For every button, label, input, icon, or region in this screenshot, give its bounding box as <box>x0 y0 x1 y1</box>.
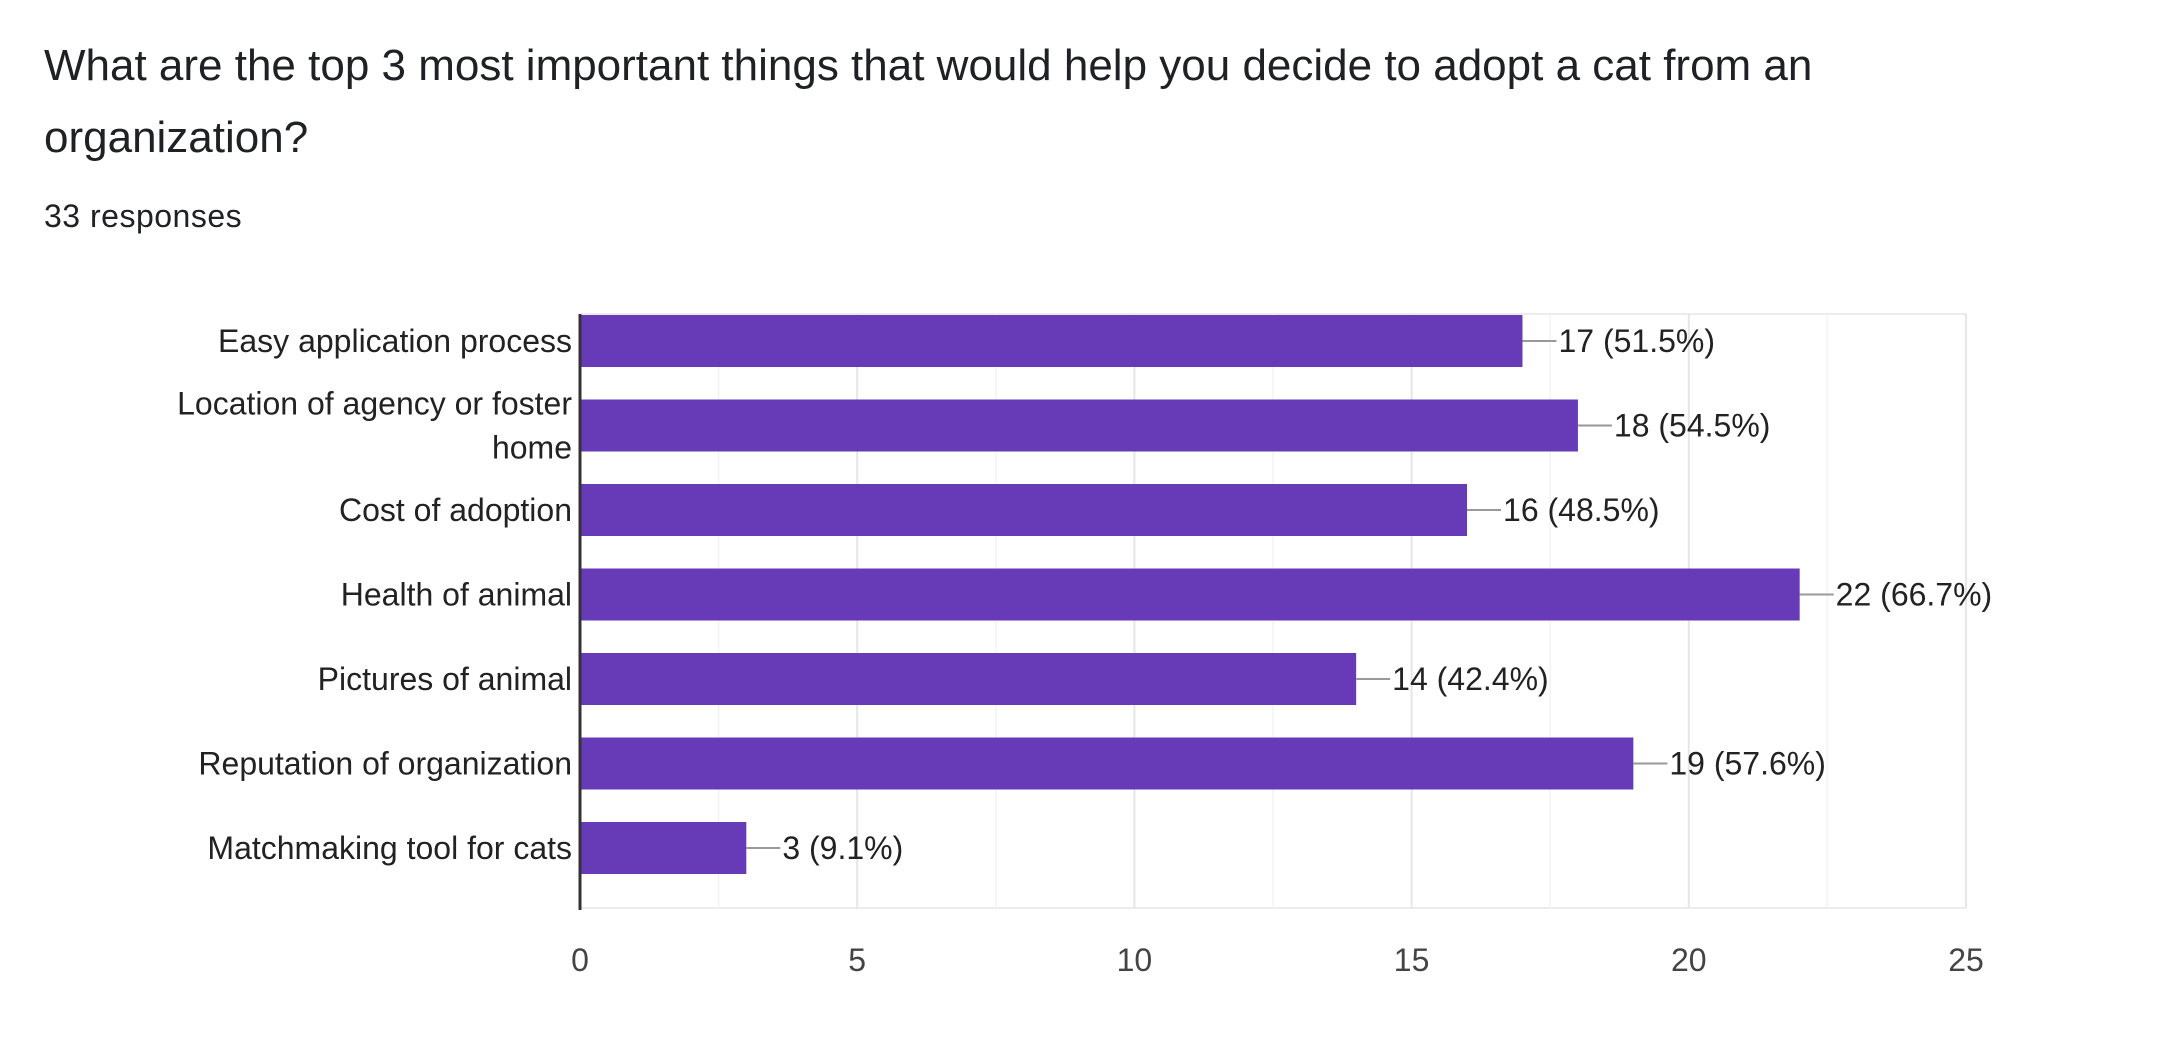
x-tick-label: 25 <box>1948 942 1984 978</box>
bar-value-label: 19 (57.6%) <box>1669 746 1826 782</box>
bar <box>580 568 1800 621</box>
x-tick-label: 10 <box>1117 942 1153 978</box>
x-tick-label: 5 <box>848 942 866 978</box>
bar <box>580 484 1468 536</box>
bar <box>580 315 1523 367</box>
bar-value-label: 17 (51.5%) <box>1558 323 1715 359</box>
labels: 17 (51.5%) Easy application process 18 (54… <box>177 323 1992 978</box>
bar-value-label: 16 (48.5%) <box>1503 492 1660 528</box>
bar-value-label: 14 (42.4%) <box>1392 661 1549 697</box>
bars <box>580 315 1834 874</box>
category-label: Location of agency or foster home <box>177 386 572 466</box>
x-tick-label: 0 <box>571 942 589 978</box>
bar <box>580 399 1578 452</box>
x-tick-label: 20 <box>1671 942 1707 978</box>
bar-value-label: 3 (9.1%) <box>782 830 903 866</box>
question-title: What are the top 3 most important things… <box>44 41 1813 162</box>
bar-value-label: 22 (66.7%) <box>1836 577 1993 613</box>
bar-value-label: 18 (54.5%) <box>1614 408 1771 444</box>
category-label: Health of animal <box>341 577 572 613</box>
category-label: Reputation of organization <box>198 746 572 782</box>
bar <box>580 737 1634 790</box>
bar <box>580 822 747 874</box>
category-label-line: Location of agency or foster <box>177 386 572 422</box>
category-label: Matchmaking tool for cats <box>207 830 572 866</box>
response-count: 33 responses <box>44 198 243 234</box>
bar <box>580 653 1357 705</box>
category-label: Cost of adoption <box>339 492 572 528</box>
category-label: Pictures of animal <box>318 661 572 697</box>
category-label-line: home <box>492 430 572 466</box>
category-label: Easy application process <box>218 323 572 359</box>
x-tick-label: 15 <box>1394 942 1430 978</box>
